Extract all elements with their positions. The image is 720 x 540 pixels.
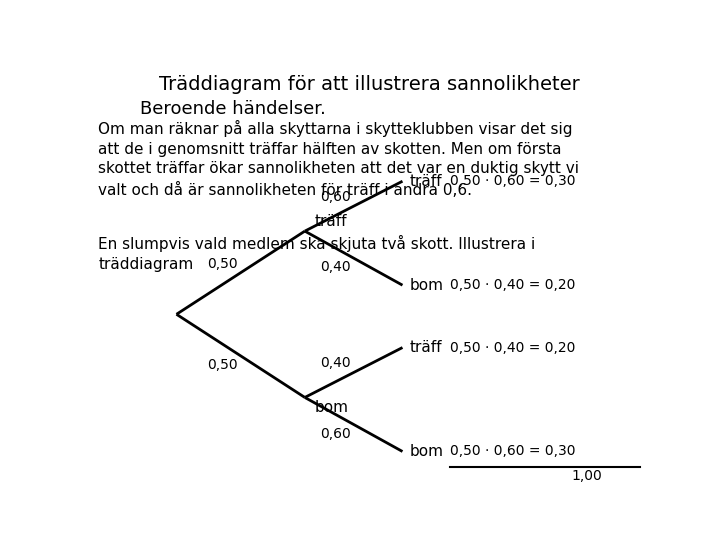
Text: Träddiagram för att illustrera sannolikheter: Träddiagram för att illustrera sannolikh… [158,75,580,94]
Text: bom: bom [409,444,444,459]
Text: Om man räknar på alla skyttarna i skytteklubben visar det sig
att de i genomsnit: Om man räknar på alla skyttarna i skytte… [99,120,580,198]
Text: träff: träff [409,174,441,188]
Text: 0,50: 0,50 [207,358,238,372]
Text: 0,50 · 0,60 = 0,30: 0,50 · 0,60 = 0,30 [450,174,575,188]
Text: 0,50 · 0,60 = 0,30: 0,50 · 0,60 = 0,30 [450,444,575,458]
Text: 0,40: 0,40 [320,260,351,274]
Text: 1,00: 1,00 [571,469,602,483]
Text: 0,50 · 0,40 = 0,20: 0,50 · 0,40 = 0,20 [450,278,575,292]
Text: bom: bom [315,400,349,415]
Text: träff: träff [409,340,441,355]
Text: 0,60: 0,60 [320,427,351,441]
Text: bom: bom [409,278,444,293]
Text: 0,50 · 0,40 = 0,20: 0,50 · 0,40 = 0,20 [450,341,575,355]
Text: 0,40: 0,40 [320,356,351,370]
Text: träff: träff [315,214,347,229]
Text: 0,50: 0,50 [207,256,238,271]
Text: En slumpvis vald medlem ska skjuta två skott. Illustrera i
träddiagram: En slumpvis vald medlem ska skjuta två s… [99,235,536,272]
Text: Beroende händelser.: Beroende händelser. [140,100,326,118]
Text: 0,60: 0,60 [320,190,351,204]
